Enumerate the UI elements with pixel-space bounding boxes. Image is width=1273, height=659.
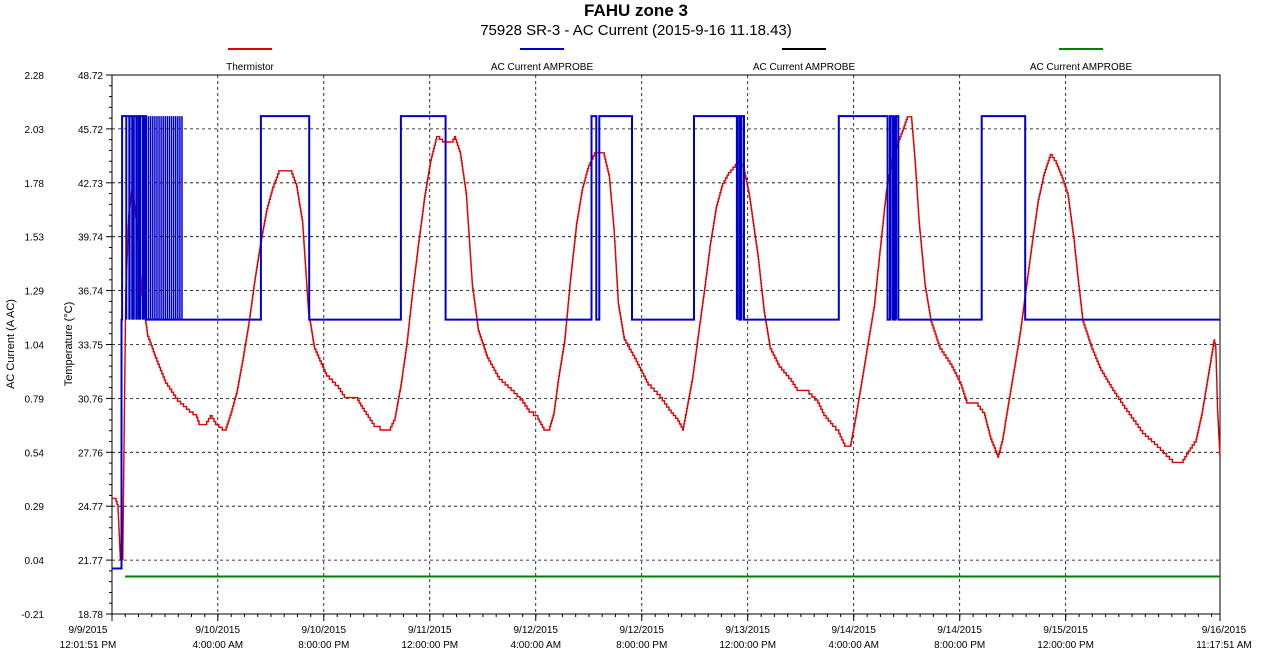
legend-label: AC Current AMPROBE	[753, 62, 856, 73]
x-tick-label-time: 8:00:00 PM	[616, 640, 667, 651]
x-tick-label-date: 9/12/2015	[513, 625, 558, 636]
y-tick-label-temperature: 18.78	[78, 610, 103, 621]
legend-label: AC Current AMPROBE	[491, 62, 594, 73]
x-tick-label-time: 8:00:00 PM	[934, 640, 985, 651]
y-tick-label-current: 2.03	[25, 125, 45, 136]
x-axis: 9/9/2015 12:01:51 PM 9/10/2015 4:00:00 AM 9/…	[60, 614, 1252, 651]
y-tick-label-current: 0.29	[25, 502, 45, 513]
y-tick-label-temperature: 24.77	[78, 502, 103, 513]
x-tick-label-time: 8:00:00 PM	[298, 640, 349, 651]
y-tick-label-current: 1.53	[25, 233, 45, 244]
y-tick-label-current: 1.04	[25, 341, 45, 352]
y-tick-label-temperature: 39.74	[78, 233, 103, 244]
y-tick-label-temperature: 45.72	[78, 125, 103, 136]
y-tick-label-current: 2.28	[25, 71, 45, 82]
y-axis-current-label: AC Current (A AC)	[5, 299, 17, 389]
y-axis-temperature-label: Temperature (°C)	[63, 302, 75, 386]
y-tick-label-temperature: 33.75	[78, 341, 103, 352]
x-tick-label-time: 12:00:00 PM	[401, 640, 458, 651]
y-tick-label-temperature: 30.76	[78, 394, 103, 405]
y-tick-label-temperature: 48.72	[78, 71, 103, 82]
y-tick-label-temperature: 27.76	[78, 448, 103, 459]
x-tick-label-date: 9/10/2015	[302, 625, 347, 636]
y-tick-label-current: 1.78	[25, 179, 45, 190]
x-tick-label-date: 9/14/2015	[937, 625, 982, 636]
y-axis: 2.28 48.72 2.03 45.72 1.78 42.73 1.53 39.74 1.29…	[21, 71, 112, 621]
x-tick-label-time: 11:17:51 AM	[1196, 640, 1251, 651]
x-tick-label-time: 12:00:00 PM	[1037, 640, 1094, 651]
y-tick-label-temperature: 42.73	[78, 179, 103, 190]
x-tick-label-date: 9/11/2015	[408, 625, 452, 636]
legend-label: AC Current AMPROBE	[1030, 62, 1133, 73]
x-tick-label-time: 12:01:51 PM	[60, 640, 117, 651]
x-tick-label-time: 4:00:00 AM	[510, 640, 561, 651]
x-tick-label-date: 9/15/2015	[1043, 625, 1088, 636]
series-layer	[112, 115, 1221, 578]
chart-title: FAHU zone 3	[584, 1, 688, 20]
grid	[112, 75, 1220, 614]
y-tick-label-temperature: 36.74	[78, 287, 103, 298]
x-tick-label-date: 9/10/2015	[196, 625, 241, 636]
x-tick-label-date: 9/9/2015	[69, 625, 108, 636]
y-tick-label-current: 0.54	[25, 448, 45, 459]
y-tick-label-current: 1.29	[25, 287, 45, 298]
x-tick-label-time: 4:00:00 AM	[192, 640, 243, 651]
x-tick-label-date: 9/16/2015	[1202, 625, 1247, 636]
x-tick-label-date: 9/13/2015	[725, 625, 770, 636]
chart-subtitle: 75928 SR-3 - AC Current (2015-9-16 11.18…	[480, 22, 792, 39]
x-tick-label-date: 9/14/2015	[831, 625, 876, 636]
y-tick-label-current: 0.79	[25, 394, 45, 405]
y-tick-label-temperature: 21.77	[78, 556, 103, 567]
x-tick-label-time: 4:00:00 AM	[828, 640, 879, 651]
y-tick-label-current: -0.21	[21, 610, 44, 621]
y-tick-label-current: 0.04	[25, 556, 45, 567]
legend: Thermistor AC Current AMPROBE AC Current A…	[226, 48, 1133, 73]
legend-label: Thermistor	[226, 62, 274, 73]
series-thermistor-line	[112, 116, 1221, 561]
x-tick-label-date: 9/12/2015	[619, 625, 664, 636]
x-tick-label-time: 12:00:00 PM	[719, 640, 776, 651]
